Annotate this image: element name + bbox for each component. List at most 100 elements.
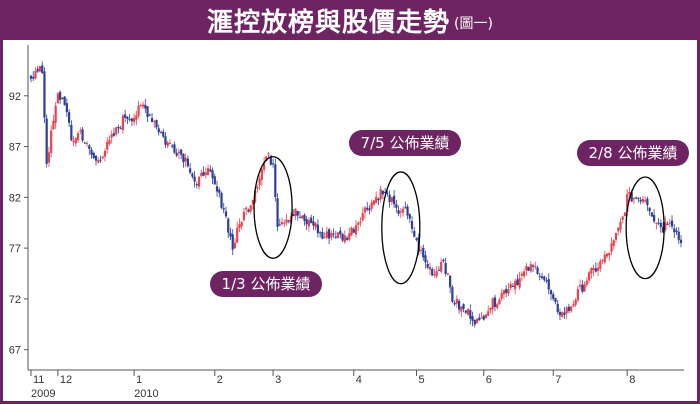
candle-body [157, 128, 160, 133]
candle-body [404, 207, 407, 209]
candle-body [128, 118, 131, 120]
candle-body [141, 104, 145, 107]
candle-body [83, 142, 86, 144]
candle-body [211, 170, 214, 179]
candle-body [88, 145, 91, 149]
chart-subtitle: (圖一) [454, 16, 493, 32]
candle-body [650, 212, 653, 217]
candle-body [63, 96, 66, 105]
candle-body [249, 205, 252, 212]
candle-body [278, 224, 281, 226]
candle-body [455, 298, 458, 304]
candle-body [251, 199, 254, 205]
candle-body [419, 249, 423, 251]
candle-body [72, 140, 75, 143]
candle-body [648, 207, 651, 212]
x-tick-label: 5 [419, 374, 425, 386]
candle-body [617, 227, 620, 232]
candle-body [271, 163, 275, 165]
candle-body [189, 168, 192, 173]
candle-body [653, 215, 656, 222]
candle-body [52, 120, 55, 130]
candle-body [341, 233, 344, 241]
candle-body [659, 222, 662, 228]
candle-body [567, 306, 571, 311]
candle-body [655, 222, 658, 224]
candle-body [321, 232, 324, 239]
candle-body [305, 219, 308, 225]
candle-body [527, 266, 530, 271]
candle-body [171, 145, 174, 147]
candle-body [554, 298, 557, 303]
candle-body [94, 155, 98, 161]
candle-body [444, 262, 447, 274]
candle-body [191, 173, 194, 177]
candle-body [657, 222, 660, 224]
candle-body [413, 231, 416, 237]
candle-body [359, 221, 362, 223]
candle-body [135, 115, 138, 120]
candle-body [110, 134, 113, 138]
candle-body [547, 279, 550, 290]
candle-body [641, 198, 644, 203]
candle-body [588, 272, 591, 281]
candle-body [621, 216, 624, 220]
candle-body [603, 254, 606, 263]
candle-body [679, 239, 683, 243]
candle-body [220, 192, 223, 208]
annotation-label: 1/3 公佈業績 [222, 275, 311, 293]
candle-body [224, 211, 228, 217]
candle-body [155, 120, 158, 128]
y-tick-label: 87 [9, 142, 21, 154]
candle-body [549, 290, 553, 295]
candle-body [520, 273, 523, 276]
candle-body [487, 310, 490, 316]
candle-body [552, 294, 555, 299]
x-year-label: 2009 [31, 388, 55, 400]
candle-body [319, 232, 322, 234]
candle-body [529, 264, 532, 272]
candle-body [209, 169, 212, 172]
candle-body [482, 315, 485, 320]
candle-body [336, 232, 340, 238]
candle-body [543, 276, 546, 280]
candle-body [126, 116, 129, 119]
candle-body [292, 214, 295, 216]
candle-body [505, 289, 508, 294]
candle-body [130, 118, 133, 122]
candle-body [50, 130, 53, 153]
candle-body [511, 285, 514, 287]
candle-body [258, 178, 261, 185]
candle-body [146, 106, 149, 118]
candle-body [572, 304, 575, 307]
candle-body [150, 117, 154, 122]
candle-body [180, 149, 183, 155]
candle-body [565, 307, 568, 314]
candle-body [186, 158, 189, 167]
candle-body [29, 75, 33, 79]
candle-body [561, 312, 564, 318]
candle-body [204, 172, 207, 176]
candle-body [372, 200, 376, 205]
candle-body [168, 143, 172, 145]
candle-body [74, 138, 77, 144]
annotation-label-box [349, 130, 461, 156]
candle-body [263, 162, 266, 170]
candle-body [666, 223, 669, 225]
candle-body [619, 221, 622, 230]
candle-body [198, 176, 201, 187]
candle-body [583, 284, 586, 292]
candle-body [177, 151, 181, 154]
candle-body [422, 247, 425, 258]
candle-body [354, 225, 358, 235]
candle-body [202, 172, 205, 176]
candle-body [97, 160, 100, 163]
candle-body [433, 274, 436, 276]
candle-body [576, 289, 579, 301]
candle-body [579, 284, 582, 287]
x-tick-label: 1 [136, 374, 142, 386]
candle-body [531, 265, 535, 267]
candle-body [296, 211, 299, 216]
candle-body [106, 141, 109, 150]
